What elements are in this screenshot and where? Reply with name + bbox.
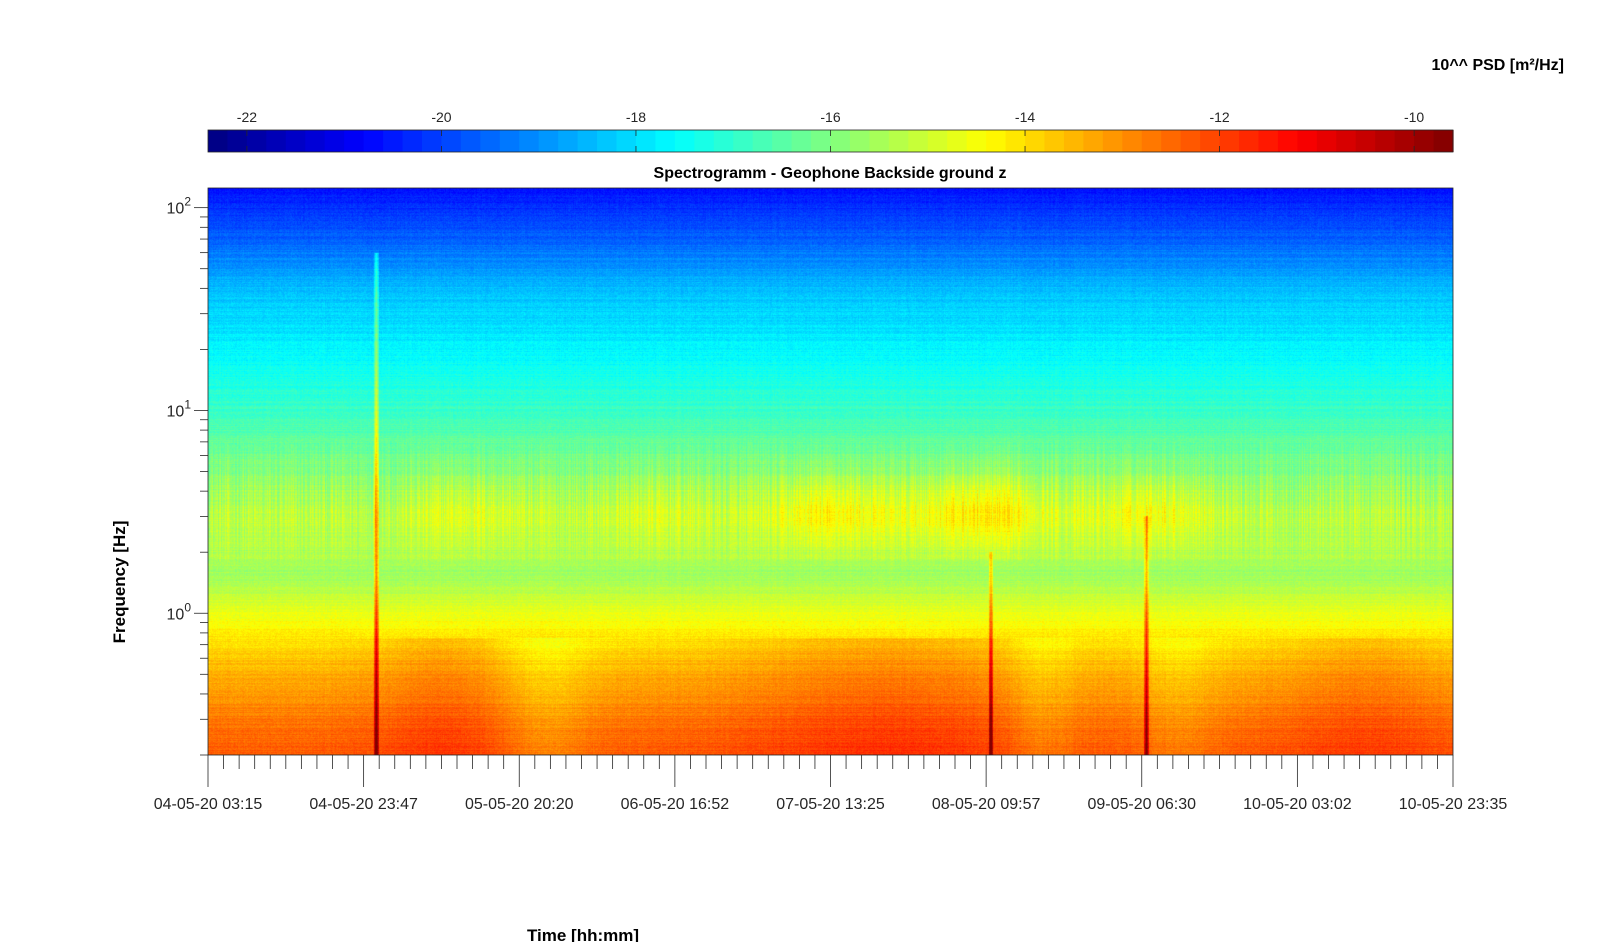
colorbar-segment: [752, 130, 773, 152]
x-tick-label: 10-05-20 23:35: [1399, 796, 1508, 813]
colorbar-segment: [1277, 130, 1298, 152]
colorbar-segment: [1200, 130, 1221, 152]
colorbar-segment: [1161, 130, 1182, 152]
colorbar-segment: [869, 130, 890, 152]
spectrogram-heatmap: [208, 188, 1453, 755]
colorbar-segment: [1239, 130, 1260, 152]
x-tick-label: 04-05-20 23:47: [309, 796, 418, 813]
colorbar-segment: [1394, 130, 1415, 152]
colorbar-label: 10^^ PSD [m²/Hz]: [1432, 57, 1564, 74]
x-tick-label: 07-05-20 13:25: [776, 796, 885, 813]
colorbar-segment: [1102, 130, 1123, 152]
colorbar-segment: [713, 130, 734, 152]
colorbar-segment: [733, 130, 754, 152]
x-axis: 04-05-20 03:15 04-05-20 23:47 05-05-20 20:…: [154, 755, 1508, 813]
colorbar: -22 -20 -18 -16 -14 -12 -10: [207, 109, 1454, 153]
colorbar-segment: [1044, 130, 1065, 152]
colorbar-segment: [1258, 130, 1279, 152]
colorbar-segment: [344, 130, 365, 152]
colorbar-segment: [499, 130, 520, 152]
colorbar-segment: [1219, 130, 1240, 152]
colorbar-segment: [597, 130, 618, 152]
colorbar-segment: [1355, 130, 1376, 152]
colorbar-segment: [811, 130, 832, 152]
colorbar-segment: [383, 130, 404, 152]
x-axis-label: Time [hh:mm]: [527, 926, 639, 942]
colorbar-tick-label: -16: [820, 109, 840, 125]
colorbar-segment: [616, 130, 637, 152]
spectrogram-image-container: [208, 188, 1453, 755]
colorbar-segment: [791, 130, 812, 152]
colorbar-segment: [849, 130, 871, 152]
x-tick-label: 08-05-20 09:57: [932, 796, 1041, 813]
colorbar-segment: [460, 130, 481, 152]
colorbar-tick-label: -22: [237, 109, 257, 125]
y-tick-label: 100: [167, 600, 192, 623]
colorbar-segment: [1025, 130, 1046, 152]
colorbar-segment: [1180, 130, 1201, 152]
colorbar-segment: [908, 130, 929, 152]
colorbar-segment: [947, 130, 968, 152]
y-tick-label: 102: [167, 195, 192, 218]
colorbar-tick-label: -20: [431, 109, 451, 125]
colorbar-segment: [830, 130, 851, 152]
colorbar-segment: [1005, 130, 1026, 152]
colorbar-segment: [577, 130, 598, 152]
colorbar-segment: [1063, 130, 1084, 152]
colorbar-segment: [519, 130, 540, 152]
colorbar-segment: [772, 130, 793, 152]
x-tick-label: 04-05-20 03:15: [154, 796, 263, 813]
x-tick-label: 05-05-20 20:20: [465, 796, 574, 813]
colorbar-segment: [655, 130, 676, 152]
colorbar-segment: [1141, 130, 1162, 152]
x-tick-label: 06-05-20 16:52: [621, 796, 730, 813]
colorbar-tick-label: -12: [1209, 109, 1229, 125]
colorbar-segment: [888, 130, 909, 152]
colorbar-segment: [1316, 130, 1337, 152]
colorbar-segment: [694, 130, 715, 152]
colorbar-segment: [285, 130, 306, 152]
colorbar-ticks: -22 -20 -18 -16 -14 -12 -10: [237, 109, 1424, 152]
colorbar-segment: [1336, 130, 1357, 152]
chart-title: Spectrogramm - Geophone Backside ground …: [654, 165, 1007, 182]
y-axis-label: Frequency [Hz]: [110, 521, 129, 644]
y-axis: 100 101 102: [167, 195, 208, 756]
colorbar-segment: [266, 130, 287, 152]
colorbar-segment: [305, 130, 326, 152]
colorbar-segment: [538, 130, 559, 152]
colorbar-segment: [421, 130, 443, 152]
x-tick-label: 10-05-20 03:02: [1243, 796, 1352, 813]
colorbar-segment: [1375, 130, 1396, 152]
colorbar-segment: [402, 130, 423, 152]
x-tick-label: 09-05-20 06:30: [1087, 796, 1196, 813]
colorbar-segment: [363, 130, 384, 152]
colorbar-segment: [1297, 130, 1318, 152]
colorbar-segment: [1414, 130, 1435, 152]
colorbar-segment: [480, 130, 501, 152]
colorbar-segment: [227, 130, 248, 152]
colorbar-segment: [635, 130, 657, 152]
colorbar-segment: [208, 130, 229, 152]
colorbar-segment: [441, 130, 462, 152]
colorbar-tick-label: -14: [1015, 109, 1035, 125]
colorbar-segment: [966, 130, 987, 152]
colorbar-segment: [986, 130, 1007, 152]
colorbar-segment: [1122, 130, 1143, 152]
colorbar-segment: [674, 130, 695, 152]
y-tick-label: 101: [167, 397, 192, 420]
colorbar-segment: [324, 130, 345, 152]
colorbar-segment: [1433, 130, 1454, 152]
colorbar-segment: [558, 130, 579, 152]
colorbar-tick-label: -10: [1404, 109, 1424, 125]
colorbar-segment: [1083, 130, 1104, 152]
colorbar-segment: [246, 130, 267, 152]
colorbar-tick-label: -18: [626, 109, 646, 125]
colorbar-segment: [927, 130, 948, 152]
